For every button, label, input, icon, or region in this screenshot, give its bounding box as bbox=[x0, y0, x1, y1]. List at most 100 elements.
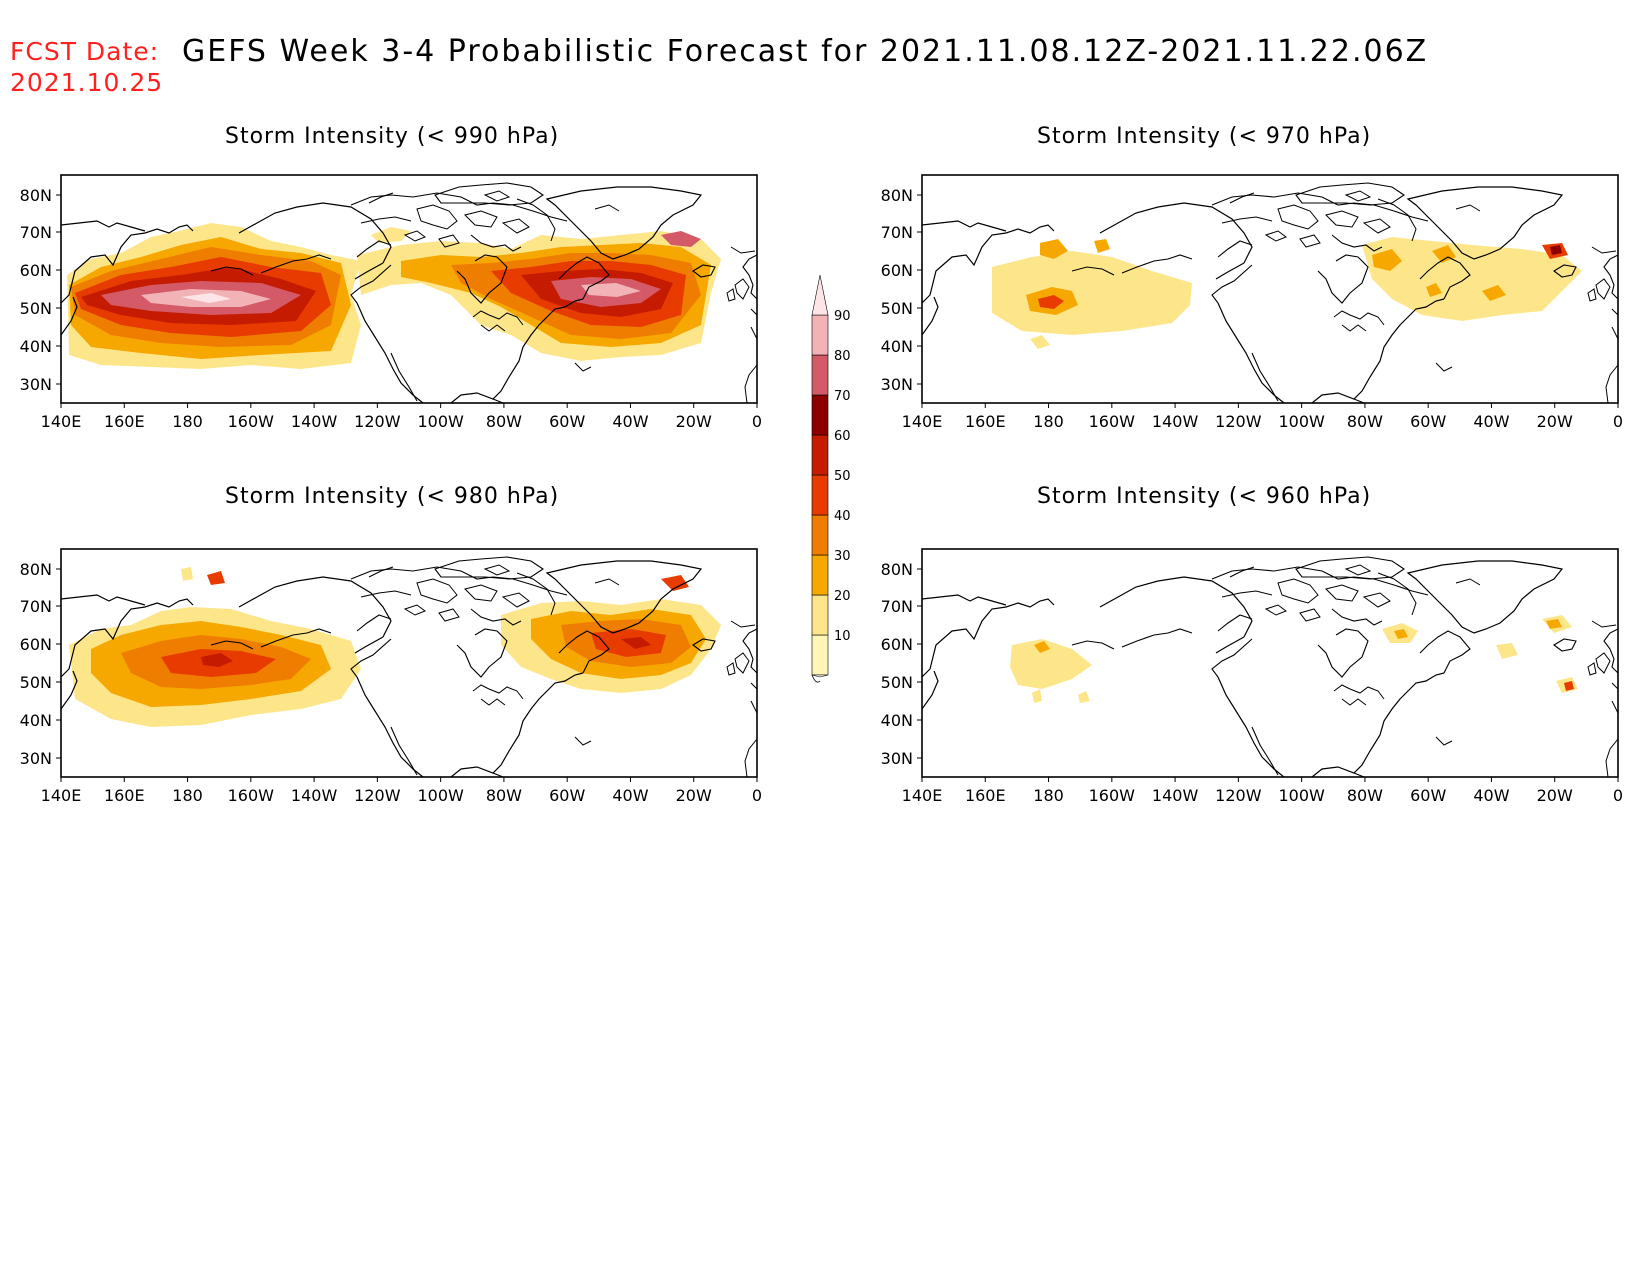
colorbar-label: 80 bbox=[834, 349, 851, 364]
lat-label: 30N bbox=[881, 749, 913, 768]
lon-label: 40W bbox=[612, 412, 648, 431]
probability-fill-970 bbox=[992, 237, 1582, 349]
lon-label: 140W bbox=[291, 786, 338, 805]
map-panel-970: 140E 160E 180 160W 140W 120W 100W 80W 60W 40W 20W 0… bbox=[881, 174, 1623, 431]
lon-label: 20W bbox=[1537, 412, 1573, 431]
colorbar-segment bbox=[811, 354, 829, 396]
colorbar-segment bbox=[811, 554, 829, 596]
lat-label: 70N bbox=[881, 223, 913, 242]
colorbar-label: 50 bbox=[834, 469, 851, 484]
lat-label: 80N bbox=[20, 560, 52, 579]
lat-label: 60N bbox=[881, 635, 913, 654]
lon-label: 140W bbox=[291, 412, 338, 431]
colorbar-segment bbox=[811, 314, 829, 356]
lon-label: 0 bbox=[752, 412, 762, 431]
lon-label: 60W bbox=[549, 412, 585, 431]
lon-label: 80W bbox=[486, 786, 522, 805]
lat-label: 40N bbox=[881, 711, 913, 730]
colorbar-label: 40 bbox=[834, 509, 851, 524]
lon-label: 40W bbox=[1473, 412, 1509, 431]
map-panel-960: 140E 160E 180 160W 140W 120W 100W 80W 60W 40W 20W 0… bbox=[881, 548, 1623, 805]
lon-label: 140E bbox=[41, 412, 82, 431]
lon-label: 180 bbox=[172, 412, 203, 431]
probability-fill-990 bbox=[67, 223, 721, 369]
forecast-date-block: FCST Date: 2021.10.25 bbox=[10, 36, 163, 98]
lat-label: 80N bbox=[881, 560, 913, 579]
lon-label: 160E bbox=[104, 786, 145, 805]
map-frame-970 bbox=[921, 174, 1619, 404]
colorbar-segment bbox=[811, 434, 829, 476]
lat-label: 80N bbox=[20, 186, 52, 205]
lon-label: 100W bbox=[1278, 786, 1325, 805]
colorbar-label: 60 bbox=[834, 429, 851, 444]
colorbar-tail bbox=[811, 674, 821, 683]
panel-title-990: Storm Intensity (< 990 hPa) bbox=[225, 124, 560, 149]
lon-label: 160W bbox=[228, 412, 275, 431]
lon-label: 80W bbox=[1347, 786, 1383, 805]
lon-label: 40W bbox=[1473, 786, 1509, 805]
colorbar-bottom-arrow bbox=[811, 674, 829, 678]
lat-label: 70N bbox=[881, 597, 913, 616]
lon-label: 160E bbox=[965, 786, 1006, 805]
lon-label: 120W bbox=[1215, 412, 1262, 431]
lon-label: 140E bbox=[902, 786, 943, 805]
lat-label: 30N bbox=[881, 375, 913, 394]
lon-label: 160W bbox=[1089, 412, 1136, 431]
axes-960: 140E 160E 180 160W 140W 120W 100W 80W 60W 40W 20W 0… bbox=[881, 560, 1623, 805]
lat-label: 70N bbox=[20, 597, 52, 616]
lon-label: 180 bbox=[1033, 412, 1064, 431]
map-panel-990: 140E 160E 180 160W 140W 120W 100W 80W 60W 40W 20W 0… bbox=[20, 174, 762, 431]
lat-label: 50N bbox=[20, 299, 52, 318]
lon-label: 140E bbox=[902, 412, 943, 431]
lat-label: 30N bbox=[20, 749, 52, 768]
lon-label: 140W bbox=[1152, 786, 1199, 805]
fcst-date-value: 2021.10.25 bbox=[10, 68, 164, 97]
lon-label: 20W bbox=[676, 786, 712, 805]
panel-title-960: Storm Intensity (< 960 hPa) bbox=[1037, 484, 1372, 509]
panel-title-970: Storm Intensity (< 970 hPa) bbox=[1037, 124, 1372, 149]
lon-label: 120W bbox=[354, 412, 401, 431]
axes-990: 140E 160E 180 160W 140W 120W 100W 80W 60W 40W 20W 0… bbox=[20, 186, 762, 431]
lon-label: 0 bbox=[752, 786, 762, 805]
lat-label: 60N bbox=[20, 261, 52, 280]
lat-label: 60N bbox=[881, 261, 913, 280]
colorbar-segment bbox=[811, 394, 829, 436]
lon-label: 0 bbox=[1613, 786, 1623, 805]
lon-label: 20W bbox=[1537, 786, 1573, 805]
lon-label: 140W bbox=[1152, 412, 1199, 431]
panel-title-980: Storm Intensity (< 980 hPa) bbox=[225, 484, 560, 509]
lon-label: 100W bbox=[417, 412, 464, 431]
map-frame-980 bbox=[60, 548, 758, 778]
lat-label: 40N bbox=[881, 337, 913, 356]
lon-label: 20W bbox=[676, 412, 712, 431]
lon-label: 0 bbox=[1613, 412, 1623, 431]
lat-label: 40N bbox=[20, 711, 52, 730]
lat-label: 50N bbox=[881, 673, 913, 692]
lat-label: 40N bbox=[20, 337, 52, 356]
colorbar-top-arrow bbox=[811, 274, 829, 316]
lat-label: 50N bbox=[881, 299, 913, 318]
colorbar-label: 70 bbox=[834, 389, 851, 404]
lon-label: 100W bbox=[417, 786, 464, 805]
lat-label: 30N bbox=[20, 375, 52, 394]
lon-label: 60W bbox=[1410, 786, 1446, 805]
map-panel-980: 140E 160E 180 160W 140W 120W 100W 80W 60W 40W 20W 0… bbox=[20, 548, 762, 805]
lat-label: 80N bbox=[881, 186, 913, 205]
colorbar-segment bbox=[811, 474, 829, 516]
lon-label: 100W bbox=[1278, 412, 1325, 431]
map-frame-990 bbox=[60, 174, 758, 404]
colorbar-segment bbox=[811, 514, 829, 556]
lon-label: 160E bbox=[965, 412, 1006, 431]
lon-label: 80W bbox=[486, 412, 522, 431]
colorbar-segment bbox=[811, 594, 829, 636]
colorbar: 90 80 70 60 50 40 30 20 10 bbox=[811, 274, 851, 683]
lat-label: 70N bbox=[20, 223, 52, 242]
colorbar-segment bbox=[811, 634, 829, 676]
colorbar-label: 10 bbox=[834, 629, 851, 644]
lon-label: 120W bbox=[1215, 786, 1262, 805]
fcst-date-label: FCST Date: bbox=[10, 37, 160, 66]
colorbar-label: 30 bbox=[834, 549, 851, 564]
lon-label: 180 bbox=[1033, 786, 1064, 805]
lon-label: 160W bbox=[228, 786, 275, 805]
